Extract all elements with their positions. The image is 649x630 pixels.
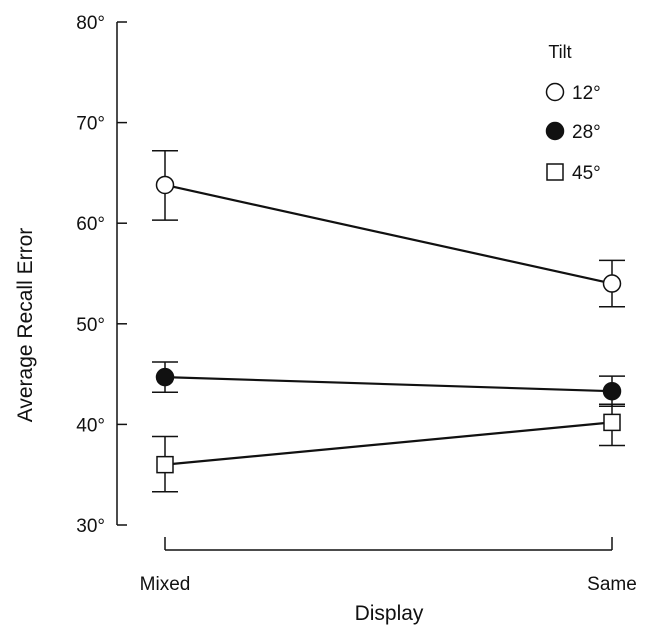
axes: 30° 40° 50° 60° 70° 80° Mixed Same: [76, 13, 637, 595]
y-tick-label: 40°: [76, 415, 105, 436]
x-tick-label: Mixed: [140, 574, 191, 595]
series-line-12deg: [164, 183, 613, 285]
y-tick-label: 50°: [76, 315, 105, 336]
x-axis-title: Display: [355, 602, 424, 625]
data-point-12deg: [602, 274, 622, 293]
data-point-28deg: [602, 381, 622, 401]
series-lines: [164, 183, 613, 466]
data-point-28deg: [155, 367, 175, 387]
legend: Tilt 12° 28° 45°: [545, 42, 601, 184]
legend-item: 28°: [545, 121, 601, 143]
legend-label: 28°: [572, 122, 601, 143]
legend-label: 45°: [572, 163, 601, 184]
legend-marker: [545, 121, 565, 141]
series-line-28deg: [164, 376, 613, 393]
y-tick-label: 80°: [76, 13, 105, 34]
error-bars: [152, 150, 625, 493]
legend-label: 12°: [572, 83, 601, 104]
y-tick-label: 30°: [76, 516, 105, 537]
legend-item: 45°: [546, 163, 601, 184]
data-point-45deg: [603, 413, 621, 432]
legend-item: 12°: [545, 82, 601, 104]
y-tick-label: 60°: [76, 214, 105, 235]
series-markers: [155, 175, 622, 474]
data-point-12deg: [155, 175, 175, 195]
legend-marker: [546, 163, 564, 181]
x-tick-label: Same: [587, 574, 637, 595]
data-point-45deg: [156, 455, 174, 474]
series-line-45deg: [164, 421, 613, 466]
legend-title: Tilt: [548, 42, 571, 62]
legend-marker: [545, 82, 565, 102]
y-axis-title: Average Recall Error: [14, 228, 37, 423]
y-tick-label: 70°: [76, 114, 105, 135]
